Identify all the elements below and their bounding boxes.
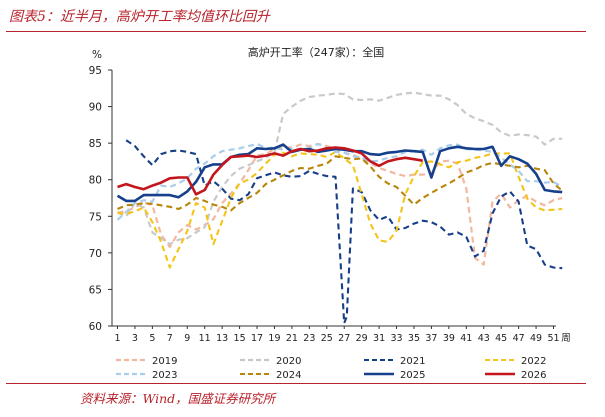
series-line-2023 bbox=[116, 142, 563, 221]
x-tick-label: 37 bbox=[425, 333, 437, 344]
legend-label-2023: 2023 bbox=[152, 370, 177, 381]
legend-label-2022: 2022 bbox=[521, 356, 546, 367]
title-rule bbox=[6, 31, 586, 32]
x-tick-label: 3 bbox=[132, 333, 138, 344]
series-line-2021 bbox=[125, 139, 563, 325]
series-line-2025 bbox=[116, 143, 563, 203]
x-tick-label: 9 bbox=[184, 333, 190, 344]
legend-label-2026: 2026 bbox=[521, 370, 546, 381]
x-tick-label: 31 bbox=[373, 333, 385, 344]
x-tick-label: 11 bbox=[199, 333, 211, 344]
x-tick-label: 25 bbox=[321, 333, 333, 344]
x-tick-label: 7 bbox=[167, 333, 173, 344]
y-tick-label: 80 bbox=[89, 175, 102, 187]
y-tick-label: 60 bbox=[89, 321, 102, 333]
x-tick-label: 21 bbox=[286, 333, 298, 344]
figure-title: 图表5：近半月，高炉开工率均值环比回升 bbox=[9, 9, 270, 25]
x-tick-label: 13 bbox=[216, 333, 228, 344]
y-tick-label: 90 bbox=[89, 102, 102, 114]
x-tick-label: 15 bbox=[234, 333, 246, 344]
x-tick-label: 39 bbox=[443, 333, 455, 344]
legend-label-2024: 2024 bbox=[276, 370, 301, 381]
y-tick-label: 95 bbox=[89, 65, 102, 77]
chart-title: 高炉开工率（247家）：全国 bbox=[248, 45, 385, 59]
x-tick-label: 29 bbox=[356, 333, 368, 344]
y-axis-label: % bbox=[92, 49, 102, 61]
x-tick-label: 43 bbox=[478, 333, 490, 344]
x-tick-label: 23 bbox=[303, 333, 315, 344]
legend-label-2020: 2020 bbox=[276, 356, 301, 367]
x-tick-label: 19 bbox=[268, 333, 280, 344]
source-rule bbox=[6, 383, 586, 384]
series-line-2022 bbox=[117, 150, 563, 269]
x-tick-label: 1 bbox=[114, 333, 120, 344]
x-tick-label: 17 bbox=[251, 333, 263, 344]
x-axis-label: 周 bbox=[561, 333, 571, 344]
source-note: 资料来源：Wind，国盛证券研究所 bbox=[80, 391, 276, 406]
y-tick-label: 75 bbox=[89, 211, 102, 223]
y-tick-label: 70 bbox=[89, 248, 102, 260]
legend-label-2025: 2025 bbox=[400, 370, 425, 381]
x-tick-label: 5 bbox=[149, 333, 155, 344]
x-tick-label: 41 bbox=[460, 333, 472, 344]
series-line-2020 bbox=[117, 91, 563, 246]
x-tick-label: 35 bbox=[408, 333, 420, 344]
x-tick-label: 33 bbox=[390, 333, 402, 344]
y-tick-label: 65 bbox=[89, 284, 102, 296]
x-tick-label: 47 bbox=[513, 333, 525, 344]
series-line-2026 bbox=[117, 146, 423, 196]
x-tick-label: 51 bbox=[547, 333, 559, 344]
series-line-2024 bbox=[117, 155, 563, 212]
legend-label-2019: 2019 bbox=[152, 356, 177, 367]
y-tick-label: 85 bbox=[89, 138, 102, 150]
x-tick-label: 49 bbox=[530, 333, 542, 344]
legend-label-2021: 2021 bbox=[400, 356, 425, 367]
x-tick-label: 27 bbox=[338, 333, 350, 344]
x-tick-label: 45 bbox=[495, 333, 507, 344]
